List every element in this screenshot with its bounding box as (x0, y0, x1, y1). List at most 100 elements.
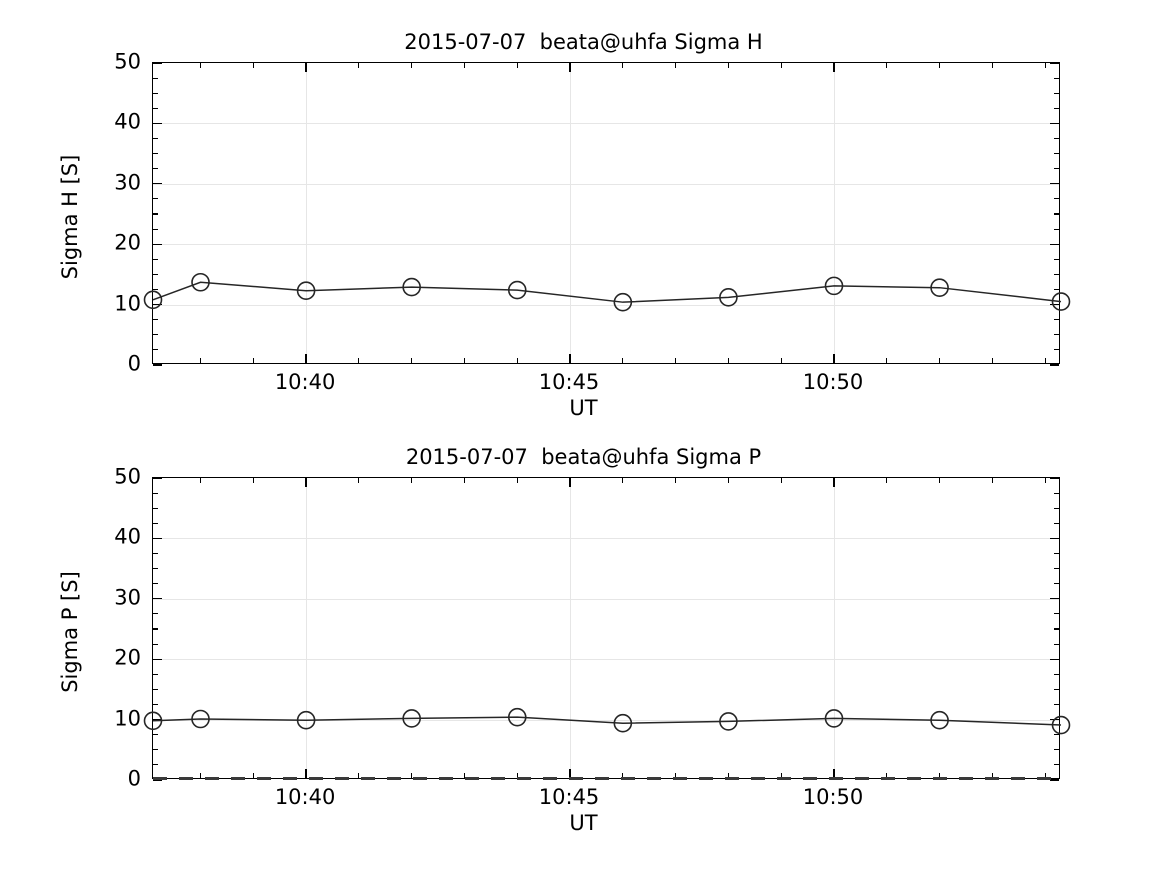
y-axis-tick-minor (153, 628, 158, 630)
y-axis-tick-minor (1054, 568, 1059, 570)
x-axis-tick-major (833, 63, 835, 72)
gridline-vertical (570, 63, 572, 363)
x-axis-tick-minor (358, 358, 360, 363)
y-axis-tick-minor (1054, 273, 1059, 275)
y-axis-tick-major (153, 658, 162, 660)
x-axis-tick-minor (622, 773, 624, 778)
series-marker (1051, 715, 1071, 735)
x-axis-tick-label: 10:45 (538, 785, 600, 809)
y-axis-tick-label: 0 (127, 766, 141, 791)
plot-title-sigma-h: 2015-07-07 beata@uhfa Sigma H (404, 30, 763, 54)
gridline-vertical (834, 63, 835, 363)
y-axis-label-sigma-h: Sigma H [S] (58, 154, 82, 280)
y-axis-tick-major (153, 477, 162, 479)
x-axis-tick-minor (411, 63, 413, 68)
y-axis-tick-minor (153, 643, 158, 645)
x-axis-tick-minor (727, 63, 729, 68)
y-axis-tick-minor (1054, 92, 1059, 94)
data-series-sigma-h (143, 272, 1071, 312)
y-axis-tick-label: 40 (114, 109, 141, 134)
y-axis-tick-major (153, 537, 162, 539)
y-axis-tick-minor (1054, 319, 1059, 321)
x-axis-tick-minor (516, 358, 518, 363)
y-axis-tick-major (1050, 364, 1059, 366)
series-marker (402, 277, 421, 297)
x-axis-tick-minor (358, 478, 360, 483)
y-axis-tick-minor (1054, 213, 1059, 215)
y-axis-tick-major (1050, 243, 1059, 245)
gridline-horizontal (153, 304, 1059, 306)
x-axis-label-sigma-h: UT (569, 396, 598, 420)
y-axis-tick-label: 30 (114, 585, 141, 610)
x-axis-tick-minor (252, 358, 254, 363)
x-axis-tick-minor (516, 63, 518, 68)
gridline-vertical (834, 478, 835, 778)
y-axis-tick-minor (153, 213, 158, 215)
x-axis-tick-minor (199, 63, 202, 68)
x-axis-tick-major (833, 769, 835, 778)
y-axis-tick-label: 20 (114, 230, 141, 255)
y-axis-tick-label: 50 (114, 49, 141, 74)
x-axis-tick-minor (463, 478, 466, 483)
x-axis-tick-minor (516, 773, 518, 778)
y-axis-tick-major (153, 122, 162, 124)
series-marker (719, 288, 738, 307)
series-line (152, 716, 1062, 726)
x-axis-tick-minor (938, 358, 941, 363)
series-marker (507, 707, 527, 727)
x-axis-tick-minor (727, 478, 729, 483)
gridline-horizontal (153, 123, 1059, 125)
x-axis-tick-major (305, 769, 307, 778)
series-marker (143, 711, 163, 731)
y-axis-tick-major (153, 719, 162, 721)
y-axis-tick-label: 20 (114, 645, 141, 670)
y-axis-tick-minor (1054, 613, 1059, 615)
series-marker (191, 709, 210, 729)
x-axis-tick-minor (411, 478, 413, 483)
series-marker (930, 278, 949, 297)
y-axis-tick-minor (1054, 749, 1059, 751)
series-marker (824, 276, 844, 296)
x-axis-tick-minor (1044, 63, 1046, 68)
x-axis-tick-minor (463, 63, 466, 68)
y-axis-tick-minor (1054, 198, 1059, 200)
y-axis-tick-label: 0 (127, 351, 141, 376)
series-line (152, 281, 1062, 303)
y-axis-tick-major (1050, 122, 1059, 124)
x-axis-tick-minor (780, 63, 782, 68)
x-axis-tick-minor (252, 63, 254, 68)
y-axis-tick-minor (153, 522, 158, 524)
y-axis-tick-label: 10 (114, 291, 141, 316)
x-axis-tick-minor (199, 358, 202, 363)
x-axis-tick-minor (358, 773, 360, 778)
y-axis-tick-minor (153, 349, 158, 351)
y-axis-tick-minor (153, 764, 158, 766)
y-axis-tick-minor (1054, 153, 1059, 155)
x-axis-tick-minor (938, 773, 941, 778)
y-axis-tick-label: 30 (114, 170, 141, 195)
axes-sigma-p (143, 477, 1071, 781)
y-axis-tick-minor (1054, 522, 1059, 524)
y-axis-tick-minor (153, 552, 158, 555)
series-marker (824, 709, 844, 728)
x-axis-tick-minor (991, 773, 993, 778)
y-axis-tick-minor (153, 334, 158, 336)
x-axis-tick-minor (886, 478, 888, 483)
y-axis-tick-minor (1054, 552, 1059, 555)
x-axis-tick-major (833, 354, 835, 363)
y-axis-tick-minor (153, 198, 158, 200)
x-axis-tick-minor (675, 63, 677, 68)
y-axis-tick-minor (1054, 258, 1059, 260)
x-axis-tick-minor (727, 358, 729, 363)
x-axis-tick-minor (886, 63, 888, 68)
y-axis-tick-label: 10 (114, 706, 141, 731)
y-axis-tick-major (153, 243, 162, 245)
y-axis-tick-major (153, 183, 162, 185)
series-marker (143, 290, 163, 310)
gridline-horizontal (153, 598, 1059, 600)
y-axis-tick-minor (153, 92, 158, 94)
y-axis-tick-major (153, 62, 162, 64)
x-axis-tick-minor (1044, 358, 1046, 363)
x-axis-tick-major (569, 354, 571, 363)
gridline-horizontal (153, 538, 1059, 540)
